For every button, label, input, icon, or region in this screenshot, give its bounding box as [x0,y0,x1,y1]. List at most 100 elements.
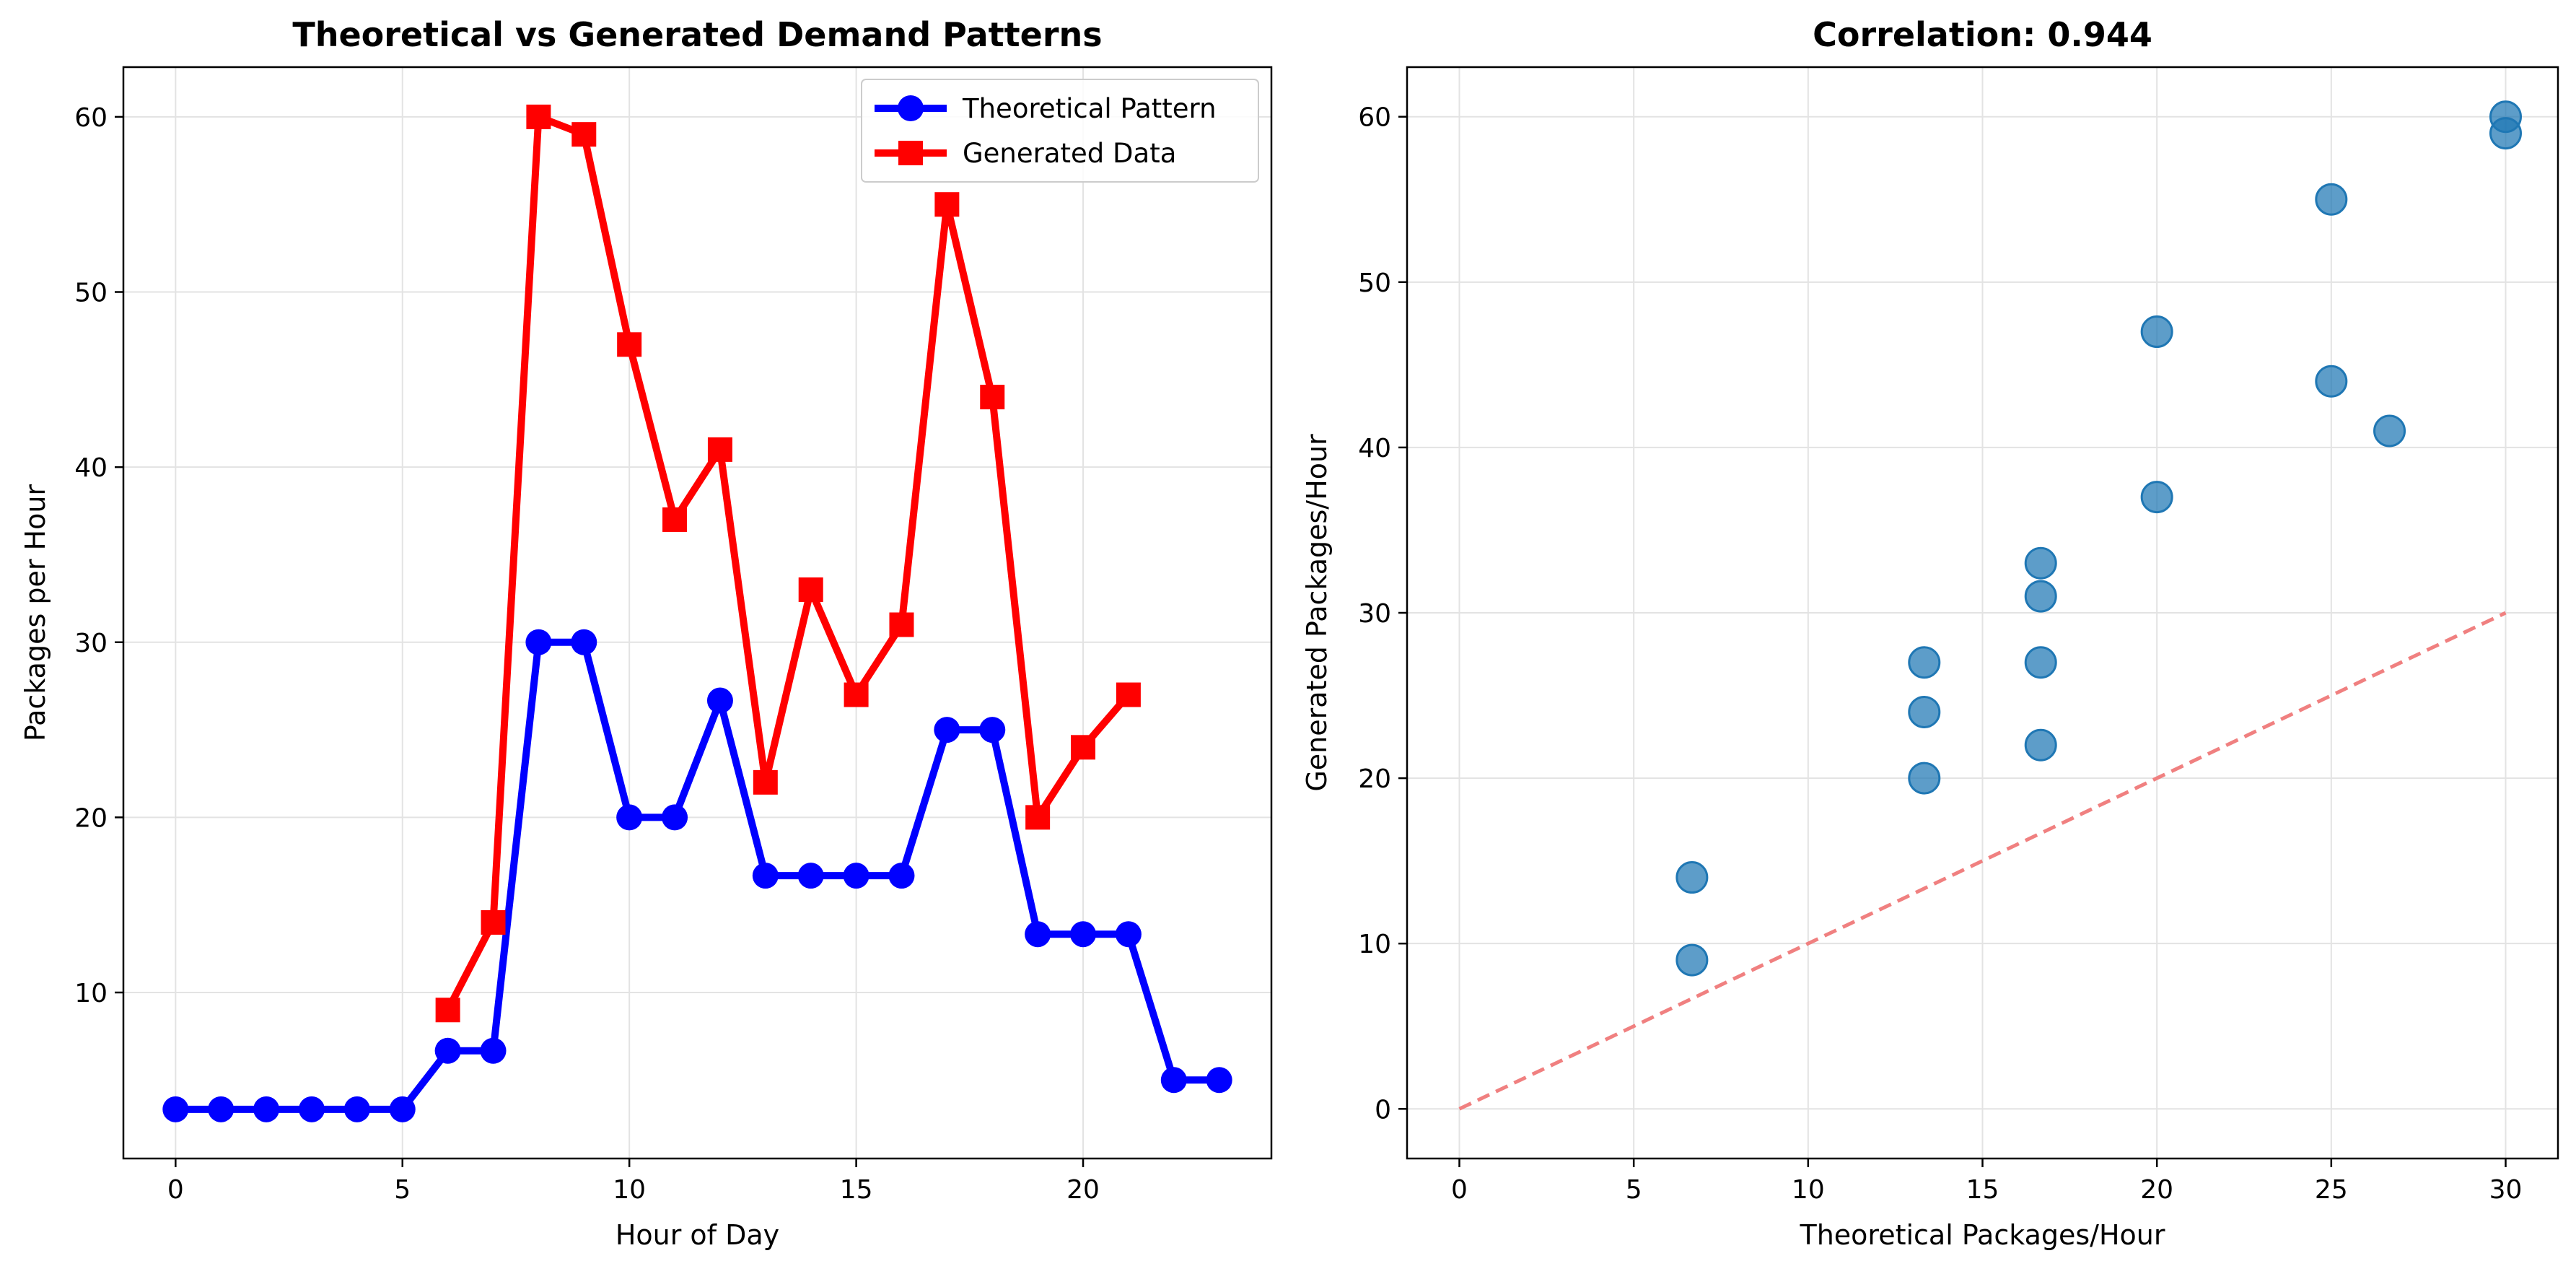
theoretical-point [525,629,552,655]
theoretical-point [480,1037,507,1064]
left-chart-title: Theoretical vs Generated Demand Patterns [292,15,1102,54]
generated-point [481,909,506,935]
left-y-tick-label: 30 [74,629,108,658]
scatter-point [1908,695,1941,728]
right-y-tick-label: 10 [1358,930,1391,959]
scatter-point [2373,414,2406,448]
theoretical-point [1070,921,1097,948]
theoretical-point [843,863,869,889]
left-axes-frame [122,66,1273,1160]
right-x-tick-label: 10 [1792,1175,1825,1205]
legend-label-theoretical: Theoretical Pattern [962,93,1217,124]
scatter-point [2024,728,2057,762]
right-chart-title: Correlation: 0.944 [1813,15,2152,54]
right-y-tick-label: 30 [1358,599,1391,629]
theoretical-point [1025,921,1051,948]
generated-point [934,192,960,217]
right-y-axis-label: Generated Packages/Hour [1301,434,1333,792]
left-ticks: 0 5 10 15 20 10 20 30 40 50 60 [74,103,1100,1205]
left-y-axis-label: Packages per Hour [19,484,51,741]
legend-label-generated: Generated Data [963,138,1176,169]
right-x-tick-label: 30 [2489,1175,2523,1205]
theoretical-point [389,1096,416,1122]
generated-point [889,612,914,637]
legend-swatch-marker [898,141,923,165]
theoretical-point [1160,1067,1187,1094]
left-x-tick-label: 15 [840,1175,873,1205]
reference-line [1458,611,2507,1111]
right-x-tick-label: 5 [1626,1175,1642,1205]
line-chart-panel: 0 5 10 15 20 10 20 30 40 50 60 Theoretical vs Gene… [19,15,1273,1251]
generated-point [844,682,869,707]
theoretical-point [434,1037,461,1064]
left-y-tick-label: 10 [74,979,108,1008]
theoretical-point [706,687,733,714]
right-y-tick-label: 0 [1375,1095,1391,1125]
scatter-point [2024,646,2057,679]
theoretical-point [571,629,597,655]
generated-point [571,122,597,147]
right-x-tick-label: 25 [2315,1175,2348,1205]
theoretical-point [616,804,643,831]
left-grid [123,67,1271,1159]
left-x-tick-label: 10 [613,1175,646,1205]
scatter-point [2024,546,2057,580]
legend-box [861,79,1259,183]
scatter-point [2140,481,2173,514]
theoretical-point [1115,921,1142,948]
legend-entry-theoretical: Theoretical Pattern [875,93,1217,124]
theoretical-point [662,804,688,831]
theoretical-point [298,1096,325,1122]
theoretical-point [797,863,824,889]
left-x-tick-label: 20 [1066,1175,1100,1205]
generated-point [1116,682,1141,707]
generated-point [435,998,460,1023]
right-y-tick-label: 60 [1358,103,1391,133]
theoretical-point [343,1096,370,1122]
scatter-point [2489,117,2522,150]
right-y-tick-label: 40 [1358,434,1391,463]
generated-point [1071,735,1096,760]
scatter-point [1908,762,1941,795]
legend: Theoretical Pattern Generated Data [861,79,1259,183]
generated-point [1025,805,1051,830]
left-y-tick-label: 50 [74,279,108,308]
scatter-point [2140,315,2173,349]
generated-point [980,385,1005,410]
theoretical-point [979,717,1006,743]
right-grid [1407,67,2558,1159]
scatter-point [1675,943,1709,977]
theoretical-point [162,1096,189,1122]
legend-entry-generated: Generated Data [875,138,1176,169]
scatter-point [2024,580,2057,613]
left-y-tick-label: 60 [74,103,108,133]
right-series-layer [1458,100,2522,1111]
left-x-axis-label: Hour of Day [615,1219,779,1251]
right-x-tick-label: 20 [2140,1175,2173,1205]
left-series-layer [162,104,1232,1122]
scatter-point [2315,365,2348,398]
right-x-tick-label: 15 [1966,1175,1999,1205]
theoretical-point [253,1096,280,1122]
left-y-tick-label: 40 [74,453,108,483]
right-x-tick-label: 0 [1451,1175,1468,1205]
generated-point [662,507,688,532]
left-y-tick-label: 20 [74,803,108,833]
scatter-point [2315,183,2348,216]
generated-point [617,332,642,357]
scatter-chart-panel: 0 5 10 15 20 25 30 0 10 20 30 40 50 60 Correlation: 0… [1301,15,2559,1251]
theoretical-point [1206,1067,1232,1094]
generated-point [798,577,823,602]
scatter-point [1908,646,1941,679]
theoretical-point [208,1096,235,1122]
theoretical-point [934,717,960,743]
generated-point [753,769,778,795]
scatter-point [1675,861,1709,894]
legend-swatch-generated [875,141,947,165]
right-y-tick-label: 20 [1358,764,1391,794]
right-x-axis-label: Theoretical Packages/Hour [1799,1219,2165,1251]
right-ticks: 0 5 10 15 20 25 30 0 10 20 30 40 50 60 [1358,103,2522,1205]
right-y-tick-label: 50 [1358,269,1391,298]
left-x-tick-label: 0 [167,1175,184,1205]
